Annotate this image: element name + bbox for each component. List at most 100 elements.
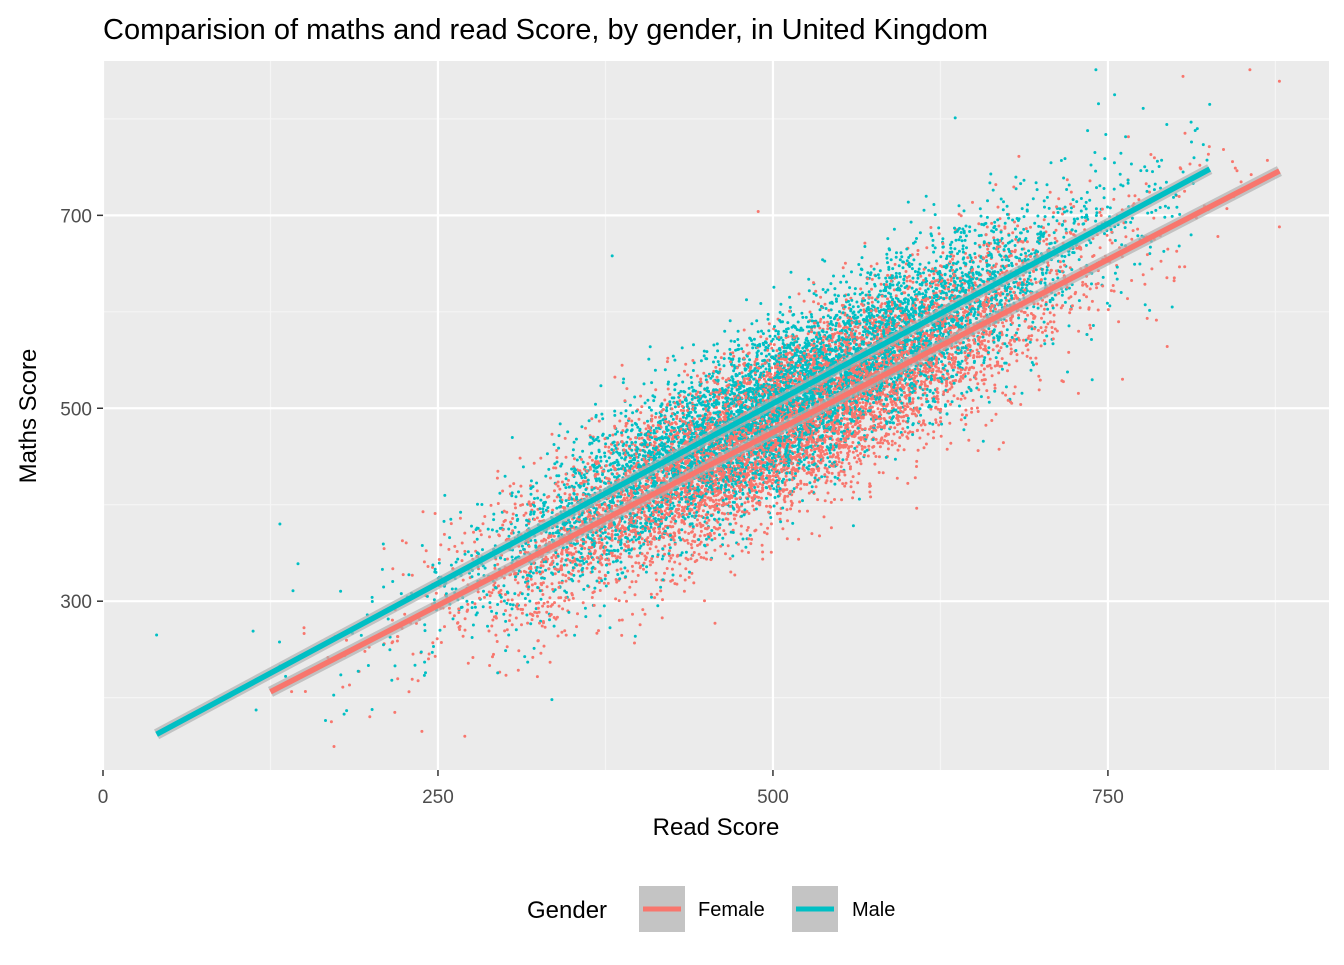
- data-point-female: [463, 550, 466, 553]
- data-point-male: [983, 241, 986, 244]
- data-point-male: [1093, 151, 1096, 154]
- data-point-female: [1036, 302, 1039, 305]
- data-point-female: [553, 499, 556, 502]
- data-point-male: [1129, 221, 1132, 224]
- data-point-female: [862, 297, 865, 300]
- data-point-male: [934, 267, 937, 270]
- data-point-male: [1165, 123, 1168, 126]
- data-point-female: [479, 529, 482, 532]
- data-point-male: [756, 355, 759, 358]
- data-point-male: [563, 483, 566, 486]
- data-point-male: [975, 317, 978, 320]
- data-point-male: [939, 255, 942, 258]
- data-point-male: [731, 483, 734, 486]
- data-point-male: [968, 286, 971, 289]
- data-point-female: [1099, 246, 1102, 249]
- data-point-male: [1006, 328, 1009, 331]
- data-point-male: [605, 460, 608, 463]
- data-point-male: [1031, 361, 1034, 364]
- data-point-male: [952, 262, 955, 265]
- data-point-male: [632, 462, 635, 465]
- data-point-female: [668, 560, 671, 563]
- data-point-female: [846, 418, 849, 421]
- data-point-male: [681, 381, 684, 384]
- data-point-male: [770, 484, 773, 487]
- data-point-female: [668, 543, 671, 546]
- data-point-female: [1248, 68, 1251, 71]
- data-point-male: [656, 604, 659, 607]
- data-point-female: [655, 578, 658, 581]
- data-point-female: [761, 551, 764, 554]
- data-point-female: [935, 421, 938, 424]
- data-point-female: [749, 366, 752, 369]
- data-point-male: [1065, 188, 1068, 191]
- data-point-female: [854, 330, 857, 333]
- data-point-female: [1077, 392, 1080, 395]
- data-point-female: [535, 571, 538, 574]
- data-point-male: [1046, 183, 1049, 186]
- data-point-male: [1136, 234, 1139, 237]
- data-point-male: [932, 251, 935, 254]
- data-point-male: [292, 589, 295, 592]
- data-point-male: [523, 655, 526, 658]
- data-point-male: [1062, 177, 1065, 180]
- data-point-male: [1080, 210, 1083, 213]
- data-point-male: [496, 603, 499, 606]
- data-point-female: [916, 368, 919, 371]
- data-point-male: [977, 308, 980, 311]
- data-point-female: [1040, 317, 1043, 320]
- data-point-female: [519, 504, 522, 507]
- data-point-male: [964, 239, 967, 242]
- data-point-female: [496, 563, 499, 566]
- data-point-female: [396, 635, 399, 638]
- data-point-male: [495, 530, 498, 533]
- data-point-female: [766, 532, 769, 535]
- data-point-male: [423, 661, 426, 664]
- data-point-male: [512, 603, 515, 606]
- data-point-male: [884, 277, 887, 280]
- data-point-male: [1092, 324, 1095, 327]
- data-point-male: [842, 275, 845, 278]
- data-point-male: [1114, 272, 1117, 275]
- data-point-female: [1026, 355, 1029, 358]
- data-point-male: [911, 423, 914, 426]
- data-point-male: [1074, 230, 1077, 233]
- data-point-female: [531, 583, 534, 586]
- data-point-male: [542, 510, 545, 513]
- data-point-female: [494, 634, 497, 637]
- data-point-female: [921, 429, 924, 432]
- data-point-female: [523, 514, 526, 517]
- data-point-male: [547, 468, 550, 471]
- data-point-male: [584, 607, 587, 610]
- data-point-male: [1190, 121, 1193, 124]
- data-point-female: [517, 649, 520, 652]
- data-point-female: [928, 274, 931, 277]
- data-point-male: [1035, 181, 1038, 184]
- data-point-female: [511, 598, 514, 601]
- data-point-female: [391, 567, 394, 570]
- data-point-male: [760, 330, 763, 333]
- data-point-female: [786, 495, 789, 498]
- data-point-male: [932, 239, 935, 242]
- data-point-male: [508, 535, 511, 538]
- data-point-female: [1018, 339, 1021, 342]
- data-point-male: [584, 488, 587, 491]
- data-point-female: [623, 493, 626, 496]
- data-point-female: [615, 578, 618, 581]
- data-point-female: [488, 664, 491, 667]
- data-point-male: [594, 403, 597, 406]
- data-point-female: [985, 389, 988, 392]
- data-point-male: [898, 272, 901, 275]
- data-point-female: [417, 679, 420, 682]
- data-point-male: [834, 328, 837, 331]
- data-point-male: [767, 329, 770, 332]
- data-point-male: [1208, 103, 1211, 106]
- data-point-male: [1044, 282, 1047, 285]
- data-point-female: [550, 556, 553, 559]
- data-point-male: [877, 300, 880, 303]
- data-point-male: [672, 355, 675, 358]
- data-point-female: [786, 508, 789, 511]
- data-point-male: [1103, 157, 1106, 160]
